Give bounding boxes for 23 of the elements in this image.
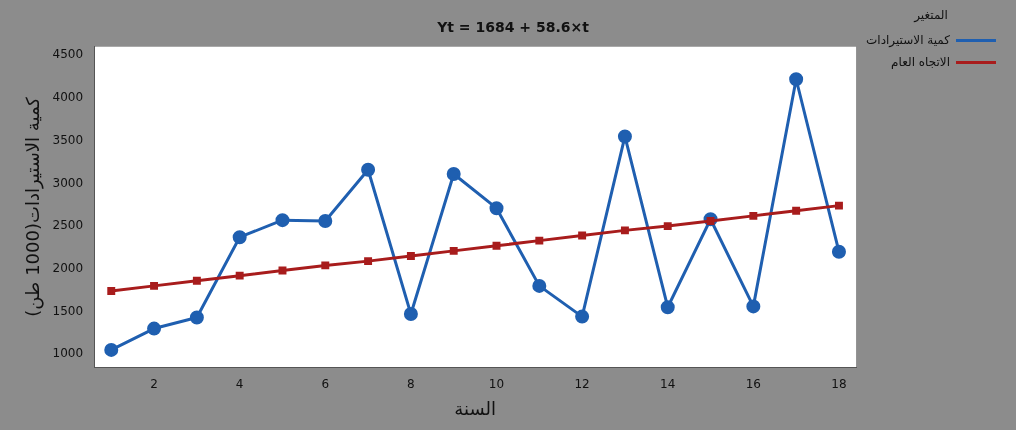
x-tick-label: 8 (407, 377, 415, 392)
y-tick-label: 1500 (52, 303, 84, 318)
x-tick-label: 2 (150, 377, 158, 392)
legend-label: الاتجاه العام (891, 54, 950, 69)
y-tick-label: 4500 (52, 47, 84, 62)
x-tick-label: 10 (488, 377, 505, 392)
x-tick-label: 12 (574, 377, 590, 392)
y-tick-label: 2000 (52, 260, 84, 275)
y-axis-title: كمية الاستيرادات(1000 طن) (22, 96, 45, 317)
x-tick-label: 4 (235, 377, 244, 392)
y-tick-label: 3500 (52, 132, 84, 147)
y-tick-label: 2500 (52, 218, 84, 233)
x-tick-label: 18 (831, 377, 847, 392)
y-tick-label: 4000 (52, 90, 84, 105)
chart-title: Yt = 1684 + 58.6×t (436, 19, 590, 36)
x-tick-label: 6 (321, 377, 330, 392)
x-tick-label: 16 (745, 377, 761, 392)
legend-title: المتغير (913, 8, 948, 24)
y-tick-label: 3000 (52, 175, 84, 190)
x-axis-title: السنة (454, 397, 496, 419)
x-tick-label: 14 (660, 377, 676, 392)
legend-label: كمية الاستيرادات (866, 32, 951, 48)
y-tick-label: 1000 (52, 346, 84, 361)
